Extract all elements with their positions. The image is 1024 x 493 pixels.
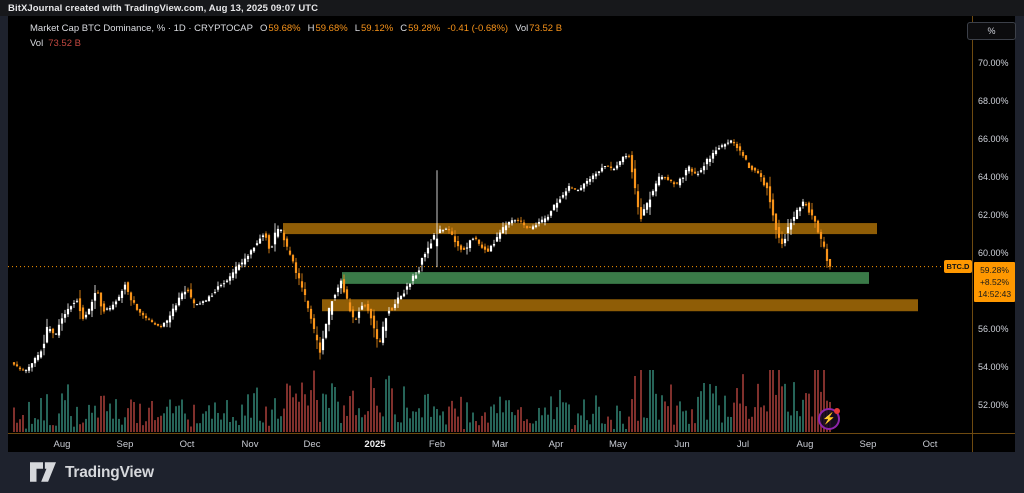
- lower-supply-zone: [322, 299, 918, 312]
- price-line-symbol-tag: BTC.D: [944, 260, 972, 274]
- time-tick-label: Jun: [674, 439, 690, 450]
- ohlc-values: O 59.68% H 59.68% L 59.12% C 59.28%: [260, 23, 440, 34]
- ohlc-pair: H 59.68%: [307, 23, 348, 34]
- time-tick-label: Aug: [53, 439, 71, 450]
- time-tick-label: Mar: [491, 439, 509, 450]
- last-price-change: +8.52%: [979, 277, 1010, 288]
- snapshot-header-bar: BitXJournal created with TradingView.com…: [0, 0, 1024, 16]
- time-tick-label: Oct: [179, 439, 195, 450]
- price-tick-label: 54.00%: [978, 361, 1009, 372]
- time-tick-label: Apr: [548, 439, 564, 450]
- last-price-tag: 59.28% +8.52% 14:52:43: [974, 262, 1015, 303]
- demand-zone: [342, 272, 869, 284]
- time-tick-label: Nov: [241, 439, 259, 450]
- bitxjournal-badge: ⚡: [818, 408, 840, 430]
- volume-inline: Vol 73.52 B: [515, 23, 562, 34]
- volume-row-label: Vol: [30, 38, 44, 49]
- bar-close-countdown: 14:52:43: [977, 289, 1012, 300]
- ohlc-pair: O 59.68%: [259, 23, 301, 34]
- price-tick-label: 70.00%: [978, 57, 1009, 68]
- price-tick-label: 52.00%: [978, 399, 1009, 410]
- candles: [12, 139, 832, 374]
- time-tick-label: Sep: [116, 439, 134, 450]
- price-tick-label: 68.00%: [978, 95, 1009, 106]
- ohlc-pair: L 59.12%: [354, 23, 394, 34]
- price-tick-label: 64.00%: [978, 171, 1009, 182]
- price-tick-label: 66.00%: [978, 133, 1009, 144]
- snapshot-attribution-text: BitXJournal created with TradingView.com…: [8, 2, 319, 14]
- tradingview-logo-link[interactable]: TradingView: [30, 462, 154, 483]
- volume-inline-value: 73.52 B: [529, 23, 563, 34]
- percent-scale-button[interactable]: %: [967, 22, 1016, 40]
- notification-dot: [834, 408, 840, 414]
- symbol-title[interactable]: Market Cap BTC Dominance, % · 1D · CRYPT…: [30, 23, 253, 34]
- time-tick-label: Aug: [796, 439, 814, 450]
- footer-bar: TradingView: [0, 452, 1024, 493]
- lightning-icon: ⚡: [822, 412, 836, 425]
- volume-row-value: 73.52 B: [48, 38, 81, 49]
- volume-indicator-legend[interactable]: Vol 73.52 B: [30, 38, 81, 49]
- price-tick-label: 60.00%: [978, 247, 1009, 258]
- chart-legend-row-1[interactable]: Market Cap BTC Dominance, % · 1D · CRYPT…: [30, 23, 562, 34]
- time-tick-label: 2025: [364, 439, 386, 450]
- tradingview-logo-icon: [30, 462, 56, 482]
- time-tick-label: Dec: [303, 439, 321, 450]
- time-tick-label: May: [609, 439, 627, 450]
- price-tick-label: 56.00%: [978, 323, 1009, 334]
- time-tick-label: Sep: [859, 439, 877, 450]
- time-tick-label: Jul: [736, 439, 750, 450]
- ohlc-pair: C 59.28%: [400, 23, 441, 34]
- volume-inline-label: Vol: [515, 23, 529, 34]
- last-price-value: 59.28%: [980, 265, 1009, 276]
- tradingview-logo-text: TradingView: [65, 463, 154, 481]
- change-value: -0.41 (-0.68%): [447, 23, 509, 34]
- price-tick-label: 62.00%: [978, 209, 1009, 220]
- time-tick-label: Feb: [428, 439, 446, 450]
- upper-supply-zone: [283, 223, 877, 235]
- volume-bars: [13, 370, 831, 432]
- time-tick-label: Oct: [922, 439, 938, 450]
